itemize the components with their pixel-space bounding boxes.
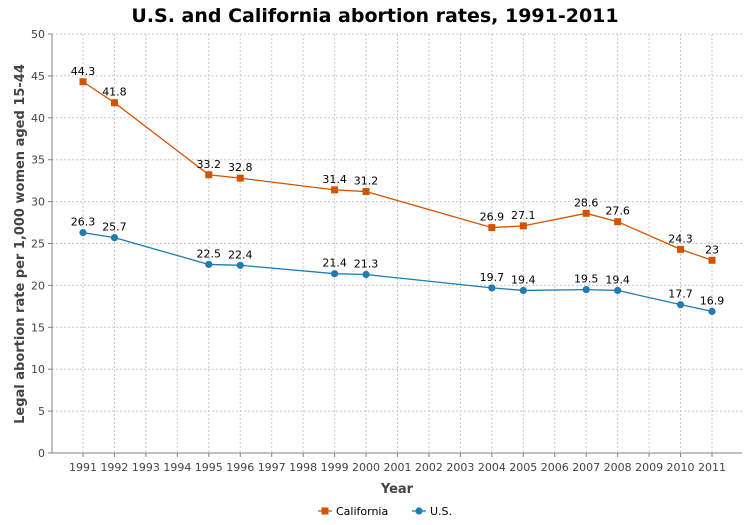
- data-point: [519, 222, 527, 230]
- x-tick-label: 2010: [667, 461, 695, 474]
- plot-area: 0 5 10 15 20 25 30 35 40 45 50 1991 1992 1993 1994 1995…: [31, 28, 742, 474]
- y-tick-label: 30: [31, 196, 45, 209]
- x-tick-label: 1991: [69, 461, 97, 474]
- data-point: [677, 245, 685, 253]
- data-point: [331, 270, 339, 278]
- data-point: [205, 260, 213, 269]
- data-label: 19.7: [480, 271, 505, 284]
- x-tick-label: 2003: [446, 461, 474, 474]
- data-point: [362, 188, 370, 196]
- y-tick-label: 10: [31, 363, 45, 376]
- data-point: [582, 285, 590, 294]
- data-point: [110, 234, 119, 242]
- data-point: [110, 99, 118, 107]
- data-point: [488, 284, 496, 292]
- data-label: 27.6: [605, 205, 630, 218]
- data-point: [205, 171, 213, 179]
- x-tick-label: 2001: [384, 461, 412, 474]
- x-tick-label: 1994: [163, 461, 191, 474]
- data-label: 19.5: [574, 273, 599, 286]
- data-label: 44.3: [71, 65, 96, 78]
- data-label: 23: [705, 243, 719, 256]
- data-label: 26.3: [71, 216, 96, 229]
- legend: California U.S.: [318, 505, 452, 518]
- data-label: 19.4: [511, 273, 536, 286]
- data-point: [488, 224, 496, 232]
- data-label: 19.4: [605, 273, 630, 286]
- x-tick-label: 2002: [415, 461, 443, 474]
- data-label: 24.3: [668, 232, 693, 245]
- x-tick-label: 1998: [289, 461, 317, 474]
- y-axis-label: Legal abortion rate per 1,000 women aged…: [13, 64, 28, 424]
- data-label: 25.7: [102, 221, 127, 234]
- data-point: [676, 301, 685, 309]
- data-label: 31.4: [322, 173, 347, 186]
- x-tick-label: 2006: [541, 461, 569, 474]
- chart-title: U.S. and California abortion rates, 1991…: [131, 5, 618, 27]
- y-tick-label: 40: [31, 112, 45, 125]
- data-label: 41.8: [102, 86, 127, 99]
- data-point: [582, 209, 590, 217]
- x-tick-label: 2004: [478, 461, 506, 474]
- y-tick-label: 5: [38, 405, 45, 418]
- data-label: 28.6: [574, 196, 599, 209]
- series-line-us: [82, 231, 713, 313]
- y-tick-label: 20: [31, 279, 45, 292]
- data-label: 22.5: [197, 247, 222, 260]
- x-tick-label: 2000: [352, 461, 380, 474]
- data-point: [614, 286, 622, 295]
- y-tick-label: 45: [31, 70, 45, 83]
- data-point: [79, 229, 87, 237]
- data-label: 16.9: [700, 294, 725, 307]
- x-tick-label: 1999: [321, 461, 349, 474]
- x-axis-label: Year: [380, 482, 414, 497]
- data-label: 26.9: [480, 211, 505, 224]
- y-tick-label: 15: [31, 321, 45, 334]
- y-tick-label: 25: [31, 238, 45, 251]
- data-point: [236, 174, 244, 182]
- x-tick-label: 1995: [195, 461, 223, 474]
- data-label: 33.2: [197, 158, 222, 171]
- legend-label: U.S.: [430, 505, 452, 518]
- legend-marker: [321, 507, 329, 515]
- x-tick-label: 2007: [572, 461, 600, 474]
- legend-label: California: [336, 505, 388, 518]
- data-label: 22.4: [228, 248, 253, 261]
- y-tick-label: 0: [38, 447, 45, 460]
- y-tick-label: 50: [31, 28, 45, 41]
- data-label: 21.3: [354, 258, 379, 271]
- x-tick-label: 1992: [100, 461, 128, 474]
- x-tick-label: 1997: [258, 461, 286, 474]
- data-point: [79, 78, 87, 86]
- series-line-california: [82, 81, 713, 261]
- data-label: 17.7: [668, 288, 693, 301]
- data-point: [708, 307, 716, 315]
- x-tick-label: 1993: [132, 461, 160, 474]
- data-point: [519, 286, 527, 295]
- x-tick-label: 2005: [509, 461, 537, 474]
- data-point: [362, 270, 370, 279]
- data-label: 21.4: [322, 257, 347, 270]
- legend-marker: [415, 507, 423, 515]
- x-tick-label: 2011: [698, 461, 726, 474]
- data-label: 32.8: [228, 161, 253, 174]
- y-tick-label: 35: [31, 154, 45, 167]
- data-point: [331, 186, 339, 194]
- data-label: 27.1: [511, 209, 536, 222]
- x-tick-label: 2009: [635, 461, 663, 474]
- x-tick-label: 2008: [604, 461, 632, 474]
- x-tick-label: 1996: [226, 461, 254, 474]
- data-label: 31.2: [354, 175, 379, 188]
- data-point: [708, 256, 716, 264]
- data-point: [614, 218, 622, 226]
- data-point: [236, 261, 244, 269]
